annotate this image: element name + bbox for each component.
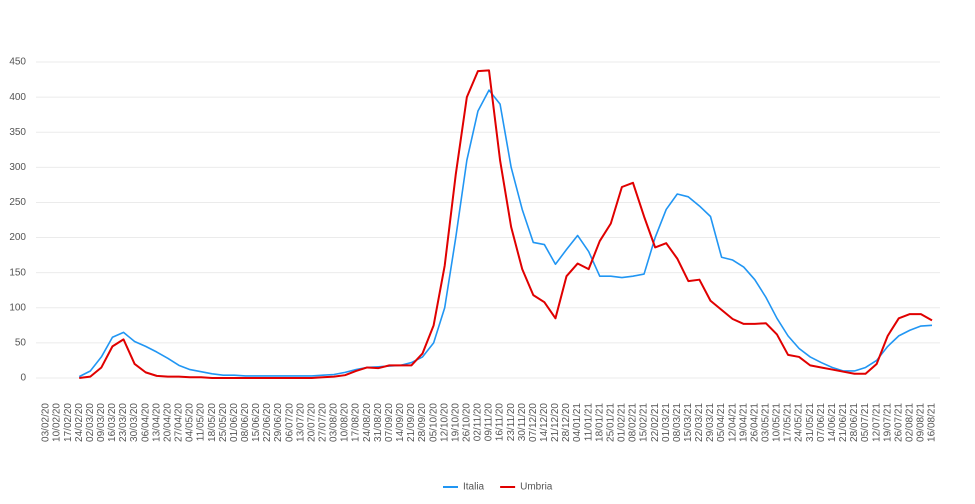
x-tick-label: 23/03/20 — [118, 403, 129, 442]
x-tick-label: 21/12/20 — [550, 403, 561, 442]
x-tick-label: 03/02/20 — [41, 403, 52, 442]
x-tick-label: 04/05/20 — [185, 403, 196, 442]
legend-label: Umbria — [520, 482, 553, 493]
x-tick-label: 02/08/21 — [904, 403, 915, 442]
y-tick-label: 200 — [9, 232, 26, 243]
x-tick-label: 09/11/20 — [484, 403, 495, 442]
x-tick-label: 14/09/20 — [395, 403, 406, 442]
y-tick-label: 450 — [9, 57, 26, 68]
y-tick-label: 100 — [9, 302, 26, 313]
x-tick-label: 08/02/21 — [628, 403, 639, 442]
x-tick-label: 22/03/21 — [694, 403, 705, 442]
x-tick-label: 19/10/20 — [450, 403, 461, 442]
x-tick-label: 03/05/21 — [761, 403, 772, 442]
x-tick-label: 04/01/21 — [572, 403, 583, 442]
x-tick-label: 03/08/20 — [329, 403, 340, 442]
x-tick-label: 16/08/21 — [927, 403, 938, 442]
y-tick-label: 300 — [9, 162, 26, 173]
y-tick-label: 150 — [9, 267, 26, 278]
x-tick-label: 26/07/21 — [893, 403, 904, 442]
x-tick-label: 23/11/20 — [506, 403, 517, 442]
x-tick-label: 17/02/20 — [63, 403, 74, 442]
y-tick-label: 350 — [9, 127, 26, 138]
x-tick-label: 06/07/20 — [284, 403, 295, 442]
x-tick-label: 14/06/21 — [827, 403, 838, 442]
x-tick-label: 18/05/20 — [207, 403, 218, 442]
x-tick-label: 31/08/20 — [373, 403, 384, 442]
x-tick-label: 12/07/21 — [871, 403, 882, 442]
x-tick-label: 13/07/20 — [295, 403, 306, 442]
x-tick-label: 27/04/20 — [174, 403, 185, 442]
y-tick-label: 50 — [15, 338, 27, 349]
x-tick-label: 19/07/21 — [882, 403, 893, 442]
x-tick-label: 25/01/21 — [605, 403, 616, 442]
x-tick-label: 28/12/20 — [561, 403, 572, 442]
x-tick-label: 14/12/20 — [539, 403, 550, 442]
x-tick-label: 05/07/21 — [860, 403, 871, 442]
x-tick-label: 11/01/21 — [583, 403, 594, 442]
x-tick-label: 22/06/20 — [262, 403, 273, 442]
x-tick-label: 17/08/20 — [351, 403, 362, 442]
x-tick-label: 13/04/20 — [151, 403, 162, 442]
x-tick-label: 05/04/21 — [716, 403, 727, 442]
x-tick-label: 01/03/21 — [661, 403, 672, 442]
x-tick-label: 05/10/20 — [428, 403, 439, 442]
y-tick-label: 250 — [9, 197, 26, 208]
x-tick-label: 29/06/20 — [273, 403, 284, 442]
x-tick-label: 10/02/20 — [52, 403, 63, 442]
x-tick-label: 27/07/20 — [318, 403, 329, 442]
x-tick-label: 01/06/20 — [229, 403, 240, 442]
x-tick-label: 15/03/21 — [683, 403, 694, 442]
x-tick-label: 09/08/21 — [916, 403, 927, 442]
x-tick-label: 26/04/21 — [749, 403, 760, 442]
x-tick-label: 07/06/21 — [816, 403, 827, 442]
series-line — [79, 69, 933, 379]
x-tick-label: 21/09/20 — [406, 403, 417, 442]
x-tick-label: 09/03/20 — [96, 403, 107, 442]
x-tick-label: 28/09/20 — [417, 403, 428, 442]
x-tick-label: 24/02/20 — [74, 403, 85, 442]
x-tick-label: 29/03/21 — [705, 403, 716, 442]
x-tick-label: 16/03/20 — [107, 403, 118, 442]
x-tick-label: 02/11/20 — [473, 403, 484, 442]
x-tick-label: 02/03/20 — [85, 403, 96, 442]
x-tick-label: 12/10/20 — [439, 403, 450, 442]
x-tick-label: 30/11/20 — [517, 403, 528, 442]
x-tick-label: 11/05/20 — [196, 403, 207, 442]
x-tick-label: 10/05/21 — [772, 403, 783, 442]
x-tick-label: 15/02/21 — [639, 403, 650, 442]
x-tick-label: 26/10/20 — [461, 403, 472, 442]
legend-label: Italia — [463, 482, 485, 493]
y-tick-label: 400 — [9, 92, 26, 103]
x-tick-label: 30/03/20 — [129, 403, 140, 442]
x-tick-label: 10/08/20 — [340, 403, 351, 442]
x-tick-label: 22/02/21 — [650, 403, 661, 442]
x-tick-label: 19/04/21 — [738, 403, 749, 442]
x-tick-label: 24/05/21 — [794, 403, 805, 442]
x-tick-label: 20/07/20 — [306, 403, 317, 442]
x-tick-label: 01/02/21 — [617, 403, 628, 442]
x-tick-label: 20/04/20 — [162, 403, 173, 442]
series-line — [78, 89, 933, 378]
x-tick-label: 08/03/21 — [672, 403, 683, 442]
x-tick-label: 15/06/20 — [251, 403, 262, 442]
x-tick-label: 06/04/20 — [140, 403, 151, 442]
x-tick-label: 16/11/20 — [495, 403, 506, 442]
y-tick-label: 0 — [20, 373, 26, 384]
x-tick-label: 17/05/21 — [783, 403, 794, 442]
x-tick-label: 08/06/20 — [240, 403, 251, 442]
x-tick-label: 18/01/21 — [594, 403, 605, 442]
x-tick-label: 25/05/20 — [218, 403, 229, 442]
x-tick-label: 07/09/20 — [384, 403, 395, 442]
x-tick-label: 28/06/21 — [849, 403, 860, 442]
x-tick-label: 12/04/21 — [727, 403, 738, 442]
x-tick-label: 21/06/21 — [838, 403, 849, 442]
x-tick-label: 07/12/20 — [528, 403, 539, 442]
x-tick-label: 31/05/21 — [805, 403, 816, 442]
x-tick-label: 24/08/20 — [362, 403, 373, 442]
